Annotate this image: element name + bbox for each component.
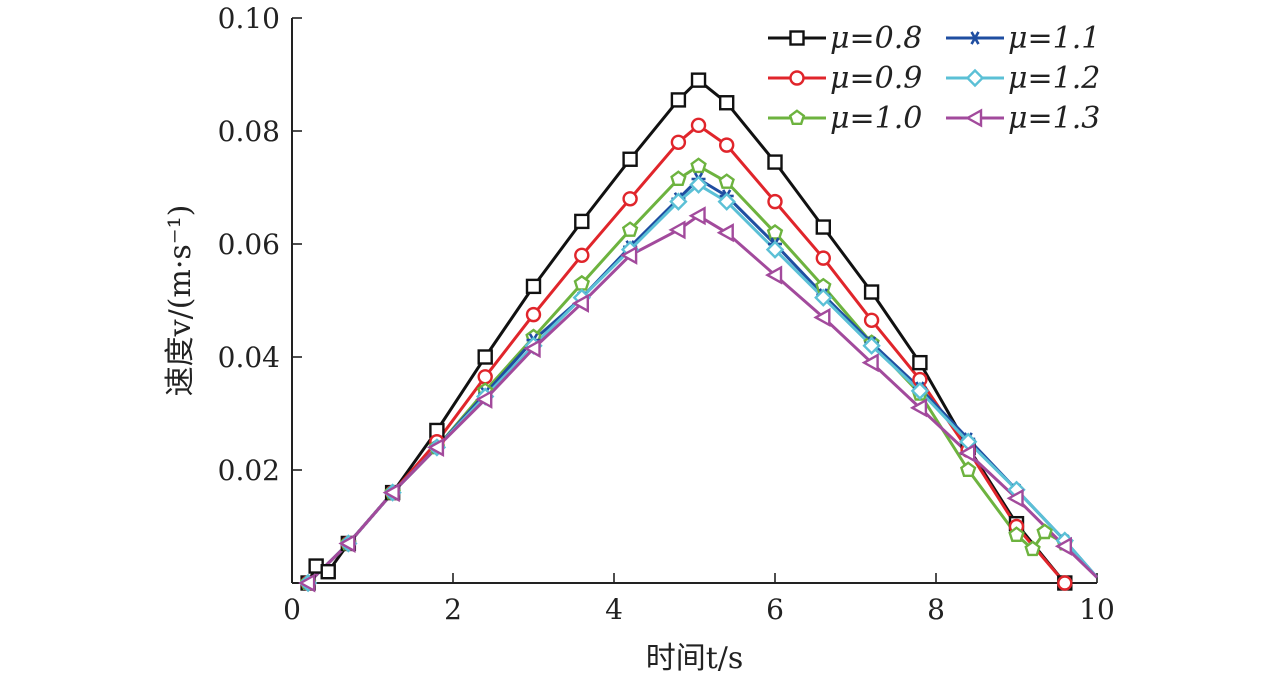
legend: μ=0.8 μ=0.9 μ=1.0 μ=1.1 μ=1.2 μ=1.3 — [768, 21, 1100, 136]
data-point — [815, 219, 831, 235]
x-tick-label: 2 — [444, 593, 462, 626]
series-line-1 — [306, 78, 1066, 584]
legend-marker — [965, 68, 985, 88]
data-point — [477, 349, 493, 365]
data-point — [1006, 488, 1024, 508]
data-point — [689, 175, 708, 194]
x-axis-title: 时间t/s — [646, 641, 744, 676]
data-point — [690, 117, 707, 134]
legend-label: μ=1.2 — [1008, 61, 1100, 96]
y-tick-label: 0.08 — [218, 115, 280, 148]
data-point — [690, 72, 707, 88]
data-point — [912, 354, 928, 371]
data-point — [814, 288, 833, 307]
legend-label: μ=1.0 — [830, 101, 922, 136]
data-point — [523, 338, 541, 359]
data-point — [1054, 536, 1073, 556]
data-point — [717, 192, 736, 211]
data-point — [571, 293, 589, 313]
y-tick-label: 0.10 — [218, 2, 280, 35]
data-point — [767, 193, 783, 210]
legend-label: μ=0.9 — [830, 61, 922, 96]
data-point — [622, 191, 638, 207]
plot-markers — [298, 72, 1074, 593]
legend-label: μ=0.8 — [830, 21, 922, 56]
y-tick-label: 0.06 — [218, 228, 280, 261]
data-point — [862, 336, 881, 355]
data-point — [621, 221, 639, 237]
data-point — [338, 533, 356, 553]
series-line-6 — [307, 214, 1099, 585]
data-point — [426, 437, 445, 457]
data-point — [688, 206, 706, 226]
data-point — [574, 247, 590, 264]
legend-marker — [968, 31, 982, 45]
data-point — [1024, 540, 1041, 557]
series-line-5 — [307, 183, 1099, 585]
data-point — [525, 278, 542, 295]
data-point — [863, 284, 880, 300]
data-point — [813, 307, 831, 327]
series-line-4 — [307, 177, 1099, 585]
data-point — [765, 265, 783, 285]
data-point — [298, 573, 316, 593]
x-tick-label: 4 — [605, 593, 623, 626]
data-point — [718, 173, 735, 189]
data-point — [716, 223, 734, 243]
data-point — [909, 398, 928, 418]
data-point — [574, 213, 590, 230]
data-point — [525, 306, 542, 323]
data-point — [670, 170, 687, 187]
data-point — [1036, 523, 1053, 540]
data-point — [766, 224, 784, 240]
legend-label: μ=1.1 — [1008, 21, 1100, 56]
y-axis-title: 速度v/(m·s⁻¹) — [163, 205, 198, 397]
data-point — [620, 245, 638, 265]
y-tick-label: 0.02 — [218, 454, 280, 487]
x-tick-label: 6 — [766, 593, 784, 626]
x-tick-label: 10 — [1079, 593, 1115, 626]
data-point — [719, 95, 735, 111]
legend-marker — [788, 109, 806, 126]
data-point — [765, 240, 785, 259]
data-point — [382, 483, 400, 503]
axes: 0 2 4 6 8 10 0.02 0.04 0.06 0.08 0.10 时间t/s 速度v/(m·s… — [163, 2, 1115, 676]
legend-marker — [965, 108, 983, 128]
plot-lines — [306, 78, 1099, 585]
legend-marker — [789, 30, 805, 46]
data-point — [320, 564, 336, 580]
data-point — [861, 353, 879, 373]
legend-label: μ=1.3 — [1008, 101, 1100, 136]
data-point — [690, 157, 707, 174]
data-point — [669, 192, 688, 211]
data-point — [668, 220, 686, 240]
data-point — [1008, 526, 1025, 542]
data-point — [670, 134, 687, 151]
data-point — [910, 381, 930, 401]
data-point — [767, 154, 783, 170]
data-point — [958, 443, 976, 463]
data-point — [475, 389, 493, 409]
x-tick-label: 0 — [283, 593, 301, 626]
data-point — [719, 137, 735, 153]
data-point — [863, 312, 880, 328]
legend-marker — [789, 70, 805, 86]
x-tick-label: 8 — [927, 593, 945, 626]
y-tick-label: 0.04 — [218, 341, 280, 374]
data-point — [477, 369, 493, 385]
data-point — [622, 151, 638, 167]
data-point — [815, 250, 831, 266]
data-point — [1057, 575, 1073, 591]
series-line-3 — [307, 164, 1066, 585]
data-point — [670, 92, 687, 108]
data-point — [959, 461, 977, 477]
